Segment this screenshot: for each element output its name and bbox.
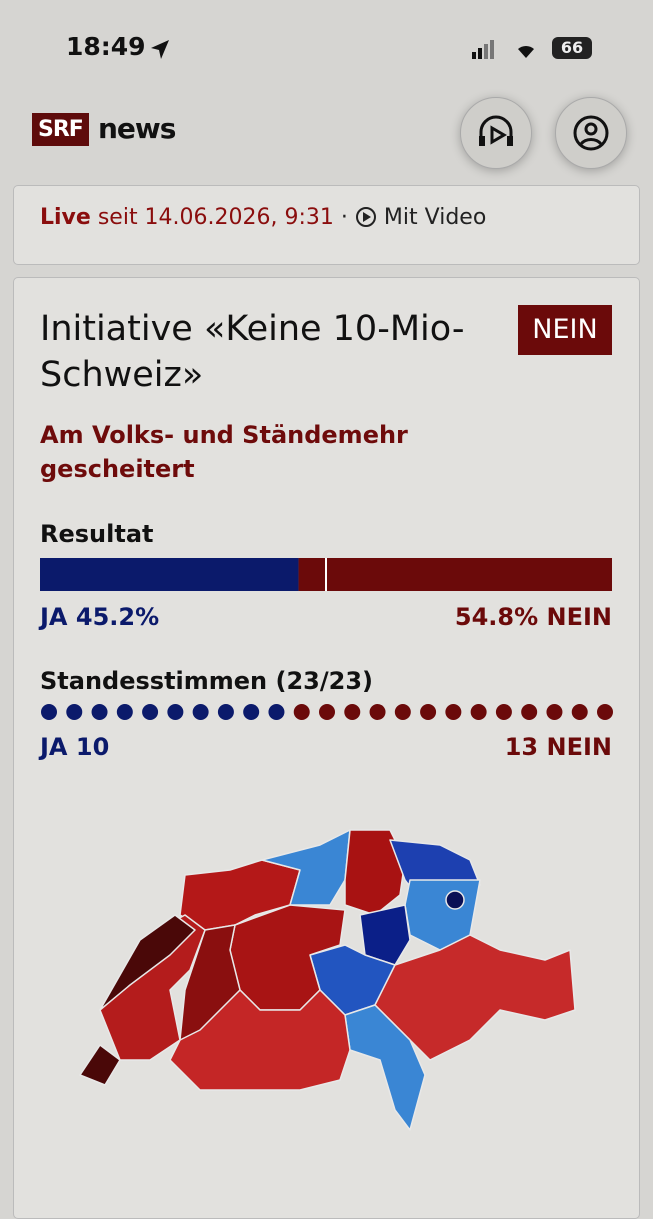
ja-dot — [66, 704, 83, 720]
ja-cantons-count: 10 — [75, 733, 110, 761]
vote-subtitle: Am Volks- und Ständemehr gescheitert — [40, 421, 408, 483]
ja-cantons-label: JA — [40, 733, 68, 761]
ja-dot — [243, 704, 260, 720]
ja-result: JA 45.2% — [40, 603, 159, 631]
vote-badge: NEIN — [518, 305, 612, 355]
nein-dot — [546, 704, 563, 720]
nein-dot — [470, 704, 487, 720]
battery: 66 — [552, 37, 592, 59]
nein-dot — [319, 704, 335, 720]
location-icon — [151, 40, 169, 59]
nein-result: 54.8% NEIN — [455, 603, 612, 631]
vote-title: Initiative «Keine 10-Mio-Schweiz» — [40, 309, 465, 395]
ja-dot — [142, 704, 159, 720]
audio-button[interactable] — [460, 97, 532, 169]
live-since: seit 14.06.2026, 9:31 — [97, 205, 334, 230]
ja-cantons: JA 10 — [40, 733, 109, 761]
cantons-heading: Standesstimmen (23/23) — [40, 667, 373, 695]
headphones-icon — [479, 115, 513, 146]
ja-dot — [268, 704, 285, 720]
profile-icon — [573, 115, 609, 151]
logo-srf[interactable]: SRF — [32, 113, 89, 146]
nein-dot — [597, 704, 613, 720]
nein-percent: 54.8 — [454, 603, 515, 631]
nein-cantons-count: 13 — [504, 733, 539, 761]
result-bar — [40, 558, 612, 591]
ja-bar — [40, 558, 299, 591]
signal-wifi — [472, 40, 534, 59]
nein-cantons-label: NEIN — [546, 733, 613, 761]
nein-dot — [293, 704, 310, 720]
canton-dots — [41, 704, 613, 720]
ja-dot — [116, 704, 133, 720]
ja-label: JA — [40, 603, 68, 631]
logo-news[interactable]: news — [98, 112, 176, 145]
video-label[interactable]: Mit Video — [383, 205, 487, 230]
ja-dot — [167, 704, 184, 720]
nein-dot — [344, 704, 361, 720]
live-line: Live seit 14.06.2026, 9:31 · Mit Video — [40, 205, 486, 230]
profile-button[interactable] — [555, 97, 627, 169]
nein-dot — [445, 704, 462, 720]
live-card — [13, 185, 640, 265]
nein-dot — [495, 704, 512, 720]
nein-dot — [420, 704, 437, 720]
play-icon — [355, 207, 376, 227]
nein-dot — [521, 704, 538, 720]
ja-percent: 45.2 — [75, 603, 136, 631]
nein-dot — [369, 704, 386, 720]
status-time: 18:49 — [66, 32, 146, 61]
result-heading: Resultat — [40, 520, 154, 548]
nein-cantons: 13 NEIN — [505, 733, 612, 761]
live-label: Live — [40, 205, 91, 230]
ja-dot — [217, 704, 234, 720]
nein-dot — [394, 704, 411, 720]
ja-unit: % — [135, 603, 160, 631]
ja-dot — [192, 704, 209, 720]
ja-dot — [41, 704, 57, 720]
ja-dot — [91, 704, 108, 720]
nein-unit: % — [514, 603, 539, 631]
nein-bar — [298, 558, 612, 591]
nein-label: NEIN — [546, 603, 613, 631]
nein-dot — [571, 704, 588, 720]
separator: · — [340, 205, 348, 230]
